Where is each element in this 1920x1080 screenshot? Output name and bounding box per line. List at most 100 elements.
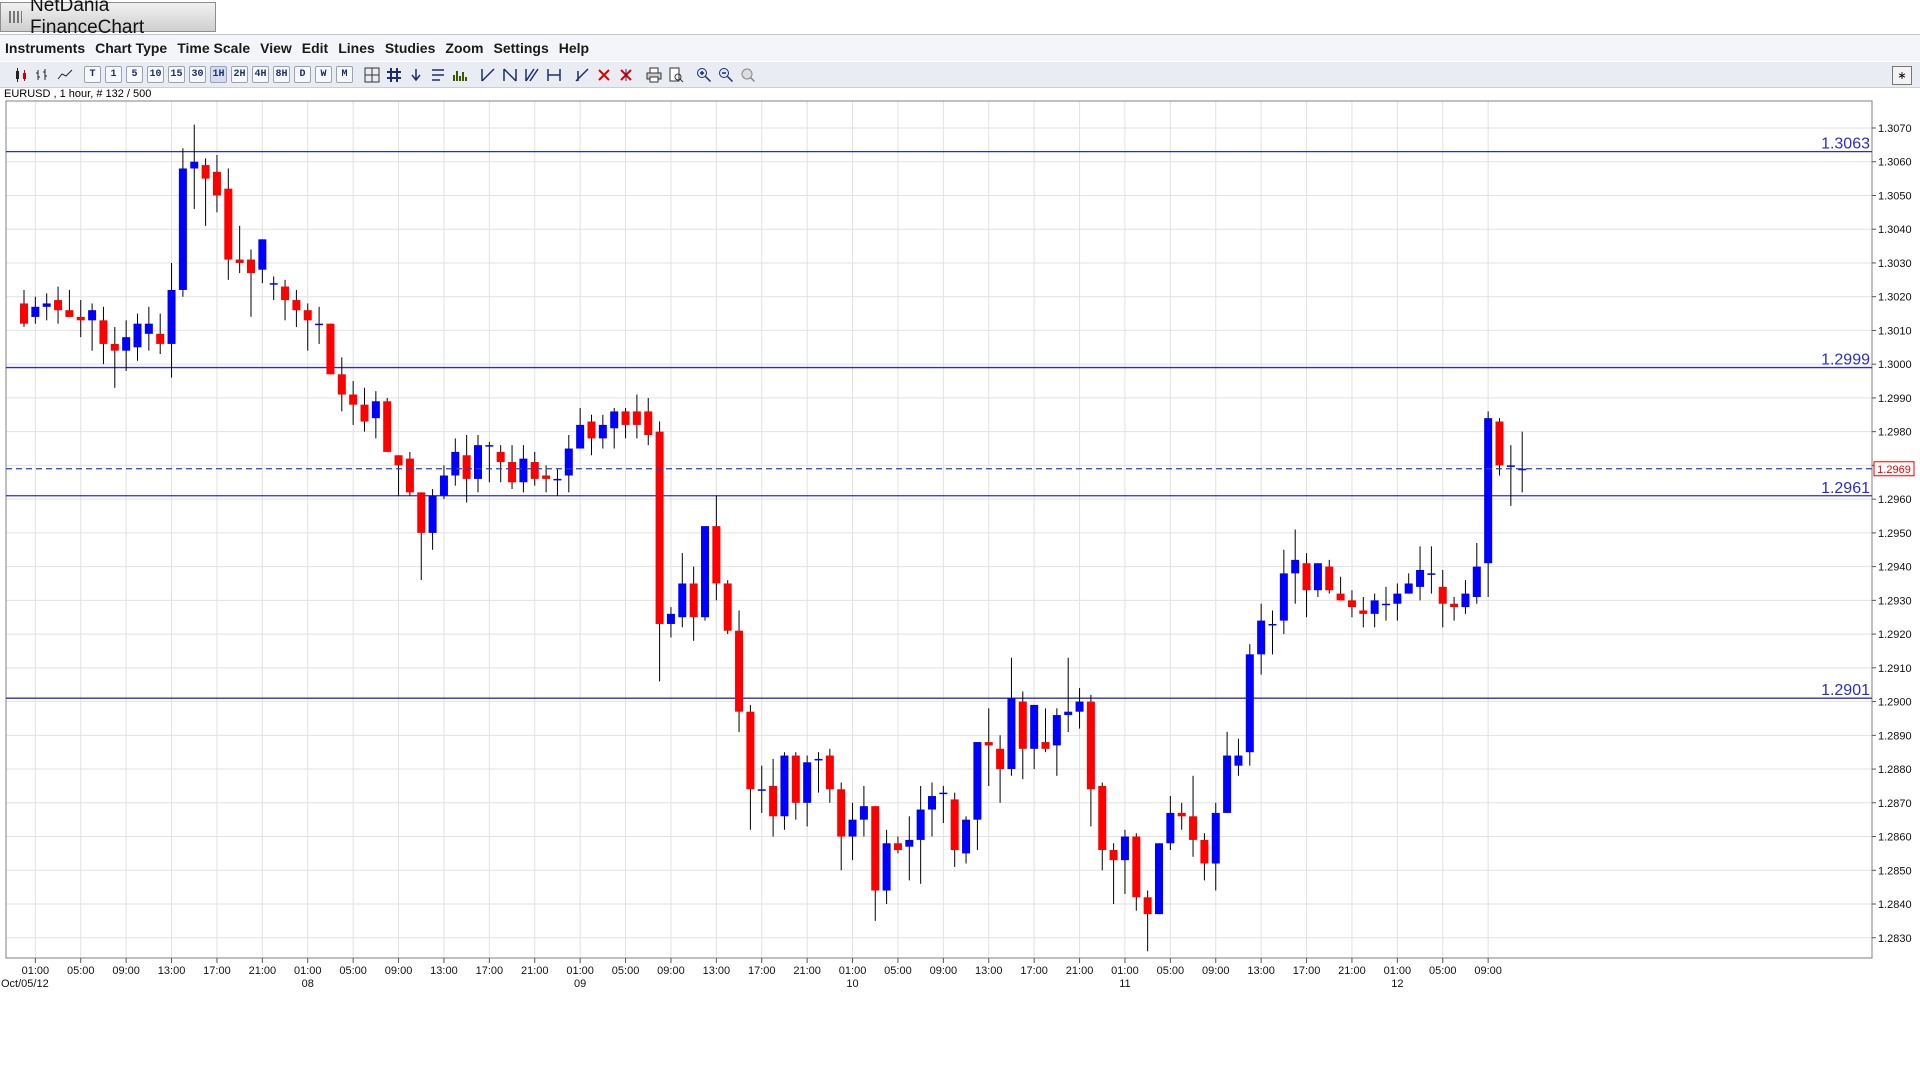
x-tick-time-label: 09:00 [1202,965,1230,977]
scroll-icon[interactable] [429,66,447,83]
candle [1018,691,1027,780]
candle [1291,529,1300,604]
candle-body [701,526,709,618]
draw-channel-icon[interactable] [523,66,541,83]
app-title: NetDania FinanceChart [30,0,145,38]
menu-studies[interactable]: Studies [384,40,436,56]
menu-time-scale[interactable]: Time Scale [177,40,251,56]
timeframe-day-button[interactable]: D [294,66,311,83]
candle [190,124,199,209]
draw-horizontal-line-icon[interactable] [545,66,563,83]
menu-help[interactable]: Help [558,40,590,56]
candle-body [439,475,448,496]
current-price-box [1873,461,1915,477]
y-tick-label: 1.3030 [1878,258,1912,270]
y-tick-label: 1.3050 [1878,190,1912,202]
menu-chart-type[interactable]: Chart Type [95,40,168,56]
candle-body [1189,816,1198,840]
delete-all-lines-icon[interactable] [617,66,635,83]
timeframe-15m-button[interactable]: 15 [168,66,185,83]
candle [1506,445,1515,506]
candle [1007,657,1016,776]
edit-line-icon[interactable] [573,66,591,83]
menu-edit[interactable]: Edit [301,40,329,56]
candle-body [666,613,675,624]
timeframe-tick-button[interactable]: T [84,66,101,83]
candle-body [269,283,278,285]
timeframe-month-button[interactable]: M [336,66,353,83]
x-tick-date-label: Oct/05/12 [1,978,49,990]
x-tick-time-label: 05:00 [1429,965,1457,977]
grid-icon[interactable] [385,66,403,83]
timeframe-1m-button[interactable]: 1 [105,66,122,83]
menu-zoom[interactable]: Zoom [445,40,484,56]
candle-body [1461,593,1470,608]
volume-bars-icon[interactable] [451,66,469,83]
zoom-reset-icon[interactable] [739,66,757,83]
timeframe-10m-button[interactable]: 10 [147,66,164,83]
candle-body [1098,785,1107,851]
candle [1041,708,1050,753]
x-tick-time-label: 09:00 [657,965,685,977]
timeframe-2h-button[interactable]: 2H [231,66,248,83]
candle [553,468,562,496]
menu-view[interactable]: View [260,40,292,56]
candle [156,313,165,355]
candle [439,465,448,500]
candle [996,735,1005,803]
candle-body [848,819,857,837]
candle [1347,590,1356,618]
draw-trendline-icon[interactable] [479,66,497,83]
bar-chart-icon[interactable] [34,66,52,83]
app-icon [9,11,23,23]
x-tick-date-label: 10 [846,978,858,990]
candle [88,303,97,351]
timeframe-week-button[interactable]: W [315,66,332,83]
candle [1450,596,1459,621]
candle [837,782,846,871]
x-tick-time-label: 21:00 [521,965,549,977]
candle [349,381,358,425]
delete-line-icon[interactable] [595,66,613,83]
print-preview-icon[interactable] [667,66,685,83]
timeframe-5m-button[interactable]: 5 [126,66,143,83]
zoom-in-icon[interactable] [695,66,713,83]
menu-instruments[interactable]: Instruments [5,40,86,56]
candle-body [1120,836,1129,861]
candle-body [1484,418,1493,564]
arrow-down-icon[interactable] [407,66,425,83]
timeframe-30m-button[interactable]: 30 [189,66,206,83]
x-tick-time-label: 01:00 [566,965,594,977]
candle-body [928,796,936,810]
print-icon[interactable] [645,66,663,83]
timeframe-4h-button[interactable]: 4H [252,66,269,83]
timeframe-8h-button[interactable]: 8H [273,66,290,83]
y-tick-label: 1.2850 [1878,865,1912,877]
candle [31,296,40,324]
timeframe-1h-button[interactable]: 1H [210,66,227,83]
candle-body [939,792,948,795]
candlestick-chart-icon[interactable] [12,66,30,83]
draw-fibonacci-icon[interactable] [501,66,519,83]
pin-icon[interactable]: ∗ [1892,66,1912,85]
candle [1302,553,1311,618]
window-tab[interactable]: NetDania FinanceChart [0,0,216,38]
candle [405,451,414,496]
candle [1461,580,1470,614]
x-tick-time-label: 09:00 [930,965,958,977]
candle-body [417,492,426,533]
candle [1382,586,1390,621]
y-tick-label: 1.2880 [1878,764,1912,776]
crosshair-icon[interactable] [363,66,381,83]
candle-body [201,165,210,179]
candle-body [474,445,482,479]
menu-settings[interactable]: Settings [493,40,549,56]
menu-lines[interactable]: Lines [338,40,375,56]
candle-body [610,411,619,429]
line-chart-icon[interactable] [56,66,74,83]
zoom-out-icon[interactable] [717,66,735,83]
candle [417,492,426,581]
candle-body [598,424,607,439]
y-tick-label: 1.2830 [1878,933,1912,945]
